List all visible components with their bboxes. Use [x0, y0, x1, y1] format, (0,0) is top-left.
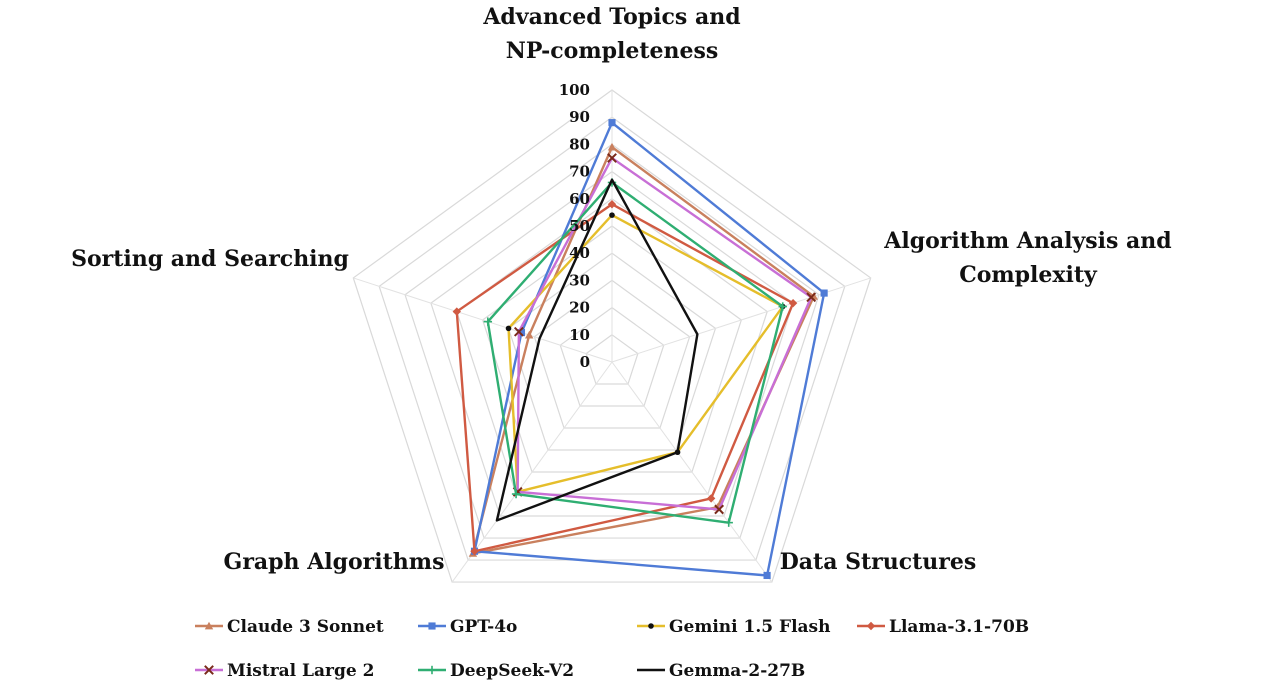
- data-point-plus: [483, 317, 493, 326]
- tick-label: 90: [569, 108, 590, 126]
- axis-label: Algorithm Analysis and: [883, 228, 1171, 254]
- grid-ring: [378, 116, 846, 561]
- data-point-plus: [427, 665, 437, 675]
- data-point-square: [608, 119, 616, 127]
- radar-series: [452, 119, 828, 580]
- legend-label: DeepSeek-V2: [450, 661, 574, 681]
- grid-ring: [352, 89, 872, 583]
- data-point-star: [204, 665, 214, 675]
- axis-label: Complexity: [959, 262, 1098, 288]
- star-stroke: [714, 504, 725, 515]
- data-point-star: [513, 326, 524, 337]
- data-point-triangle: [607, 142, 617, 151]
- star-stroke: [806, 292, 817, 303]
- legend-item: Llama-3.1-70B: [857, 617, 1029, 637]
- grid-ring: [585, 334, 639, 385]
- series-line: [516, 156, 813, 511]
- data-point-diamond: [788, 298, 798, 308]
- tick-label: 80: [569, 135, 590, 153]
- radial-tick-labels: 0 10 20 30 40 50 60 70 80 90 100: [559, 81, 590, 371]
- axis-label: Data Structures: [780, 549, 977, 575]
- legend-item: DeepSeek-V2: [418, 661, 574, 681]
- axis-label: NP-completeness: [506, 38, 719, 64]
- data-point-dot: [505, 325, 512, 332]
- legend: Claude 3 Sonnet GPT-4o Gemini 1.5 Flash Lla…: [195, 617, 1029, 681]
- legend-label: Gemini 1.5 Flash: [669, 617, 830, 637]
- data-point-diamond: [607, 200, 617, 209]
- legend-item: Gemma-2-27B: [637, 661, 805, 681]
- tick-label: 50: [569, 217, 590, 235]
- grid-ring: [404, 143, 820, 539]
- legend-item: Gemini 1.5 Flash: [637, 617, 830, 637]
- data-point-plus: [778, 302, 787, 311]
- legend-label: Gemma-2-27B: [669, 661, 805, 681]
- data-point-dot: [648, 623, 654, 629]
- tick-label: 0: [580, 353, 590, 371]
- data-point-star: [607, 153, 617, 163]
- axis-spoke: [451, 361, 613, 583]
- grid-ring: [559, 306, 665, 407]
- series-4: [512, 153, 817, 515]
- data-point-diamond: [470, 547, 479, 556]
- axis-spoke: [611, 361, 773, 583]
- tick-label: 100: [559, 81, 590, 99]
- data-point-plus: [511, 489, 521, 499]
- series-6: [495, 178, 699, 522]
- data-point-square: [820, 289, 828, 297]
- axis-label: Sorting and Searching: [71, 246, 349, 272]
- series-line: [471, 145, 815, 555]
- data-point-star: [806, 292, 817, 303]
- grid-ring: [430, 170, 794, 517]
- axis-spoke: [611, 277, 871, 363]
- legend-label: Mistral Large 2: [227, 661, 374, 681]
- tick-label: 30: [569, 271, 590, 289]
- series-line: [507, 213, 784, 494]
- data-point-triangle: [204, 621, 214, 630]
- star-stroke: [204, 665, 214, 675]
- grid-ring: [507, 252, 717, 451]
- data-point-square: [517, 329, 526, 337]
- data-point-star: [714, 504, 725, 515]
- data-point-diamond: [866, 621, 876, 631]
- axis-label: Advanced Topics and: [482, 4, 740, 30]
- series-line: [495, 178, 699, 522]
- legend-item: Claude 3 Sonnet: [195, 617, 384, 637]
- series-line: [455, 203, 795, 553]
- tick-label: 40: [569, 244, 590, 262]
- series-line: [486, 181, 784, 524]
- legend-label: Claude 3 Sonnet: [227, 617, 384, 637]
- legend-label: GPT-4o: [450, 617, 517, 637]
- axis-labels: Advanced Topics and NP-completeness Algori…: [71, 4, 1172, 575]
- legend-item: GPT-4o: [418, 617, 517, 637]
- tick-label: 60: [569, 190, 590, 208]
- tick-label: 10: [569, 326, 590, 344]
- data-point-diamond: [452, 307, 461, 316]
- data-point-diamond: [706, 494, 716, 503]
- tick-label: 70: [569, 163, 590, 181]
- legend-label: Llama-3.1-70B: [889, 617, 1029, 637]
- legend-item: Mistral Large 2: [195, 661, 374, 681]
- tick-label: 20: [569, 299, 590, 317]
- axis-label: Graph Algorithms: [224, 549, 445, 575]
- star-stroke: [513, 326, 524, 337]
- star-stroke: [607, 153, 617, 163]
- data-point-triangle: [525, 330, 534, 339]
- grid-ring: [533, 279, 691, 429]
- data-point-square: [428, 622, 436, 630]
- data-point-square: [763, 571, 771, 580]
- radar-grid: [352, 89, 872, 583]
- data-point-dot: [609, 212, 615, 218]
- series-5: [483, 178, 787, 527]
- series-3: [452, 200, 798, 556]
- data-point-plus: [724, 518, 733, 527]
- axis-spoke: [353, 277, 613, 363]
